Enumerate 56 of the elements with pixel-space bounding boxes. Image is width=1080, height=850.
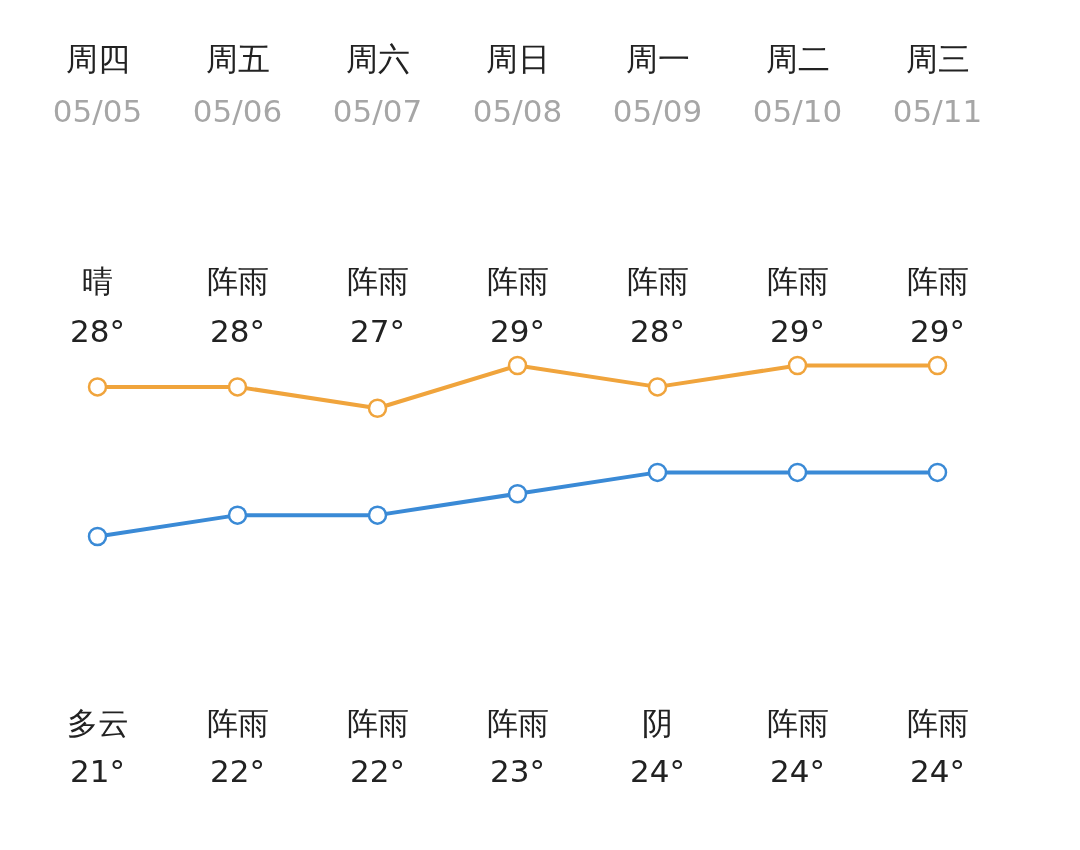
text: 05/09 [612,92,703,129]
text: 阵雨 [486,262,549,299]
text: 晴 [82,262,113,299]
text: 阵雨 [346,704,409,741]
text: 阵雨 [206,704,269,741]
text: 05/06 [192,92,283,129]
text: 阵雨 [486,704,549,741]
x-tick-label: 周日 [485,39,550,78]
data-label: 21° [70,752,125,789]
point [367,398,388,418]
point [367,505,388,525]
text: 阵雨 [346,262,409,299]
text: 阵雨 [626,262,689,299]
text: 阵雨 [766,262,829,299]
data-label: 28° [70,312,125,349]
data-label: 28° [630,312,685,349]
text: 05/05 [52,92,143,129]
text: 阵雨 [906,704,969,741]
data-label: 24° [630,752,685,789]
data-label: 24° [770,752,825,789]
data-label: 23° [490,752,545,789]
data-label: 29° [490,312,545,349]
text: 阵雨 [906,262,969,299]
x-tick-label: 周六 [345,39,410,78]
text: 05/07 [332,92,423,129]
text: 多云 [66,704,129,741]
point [87,377,108,397]
point [927,462,948,483]
text: 阵雨 [206,262,269,299]
data-label: 29° [910,312,965,349]
data-label: 22° [350,752,405,789]
point [507,355,528,376]
data-label: 29° [770,312,825,349]
point [227,377,248,397]
text: 05/08 [472,92,563,129]
x-tick-label: 周五 [205,39,270,78]
x-tick-label: 周三 [905,39,970,78]
text: 阵雨 [766,704,829,741]
x-tick-label: 周二 [765,39,830,78]
data-label: 28° [210,312,265,349]
data-label: 24° [910,752,965,789]
point [787,462,808,483]
data-label: 22° [210,752,265,789]
point [227,505,248,525]
data-label: 27° [350,312,405,349]
text: 05/10 [752,92,843,129]
text: 阴 [642,704,673,741]
point [647,377,668,397]
point [87,526,108,547]
text: 05/11 [892,92,983,129]
point [647,462,668,483]
x-tick-label: 周四 [65,39,130,78]
x-tick-label: 周一 [625,39,690,78]
point [927,355,948,376]
point [787,355,808,376]
point [507,484,528,504]
